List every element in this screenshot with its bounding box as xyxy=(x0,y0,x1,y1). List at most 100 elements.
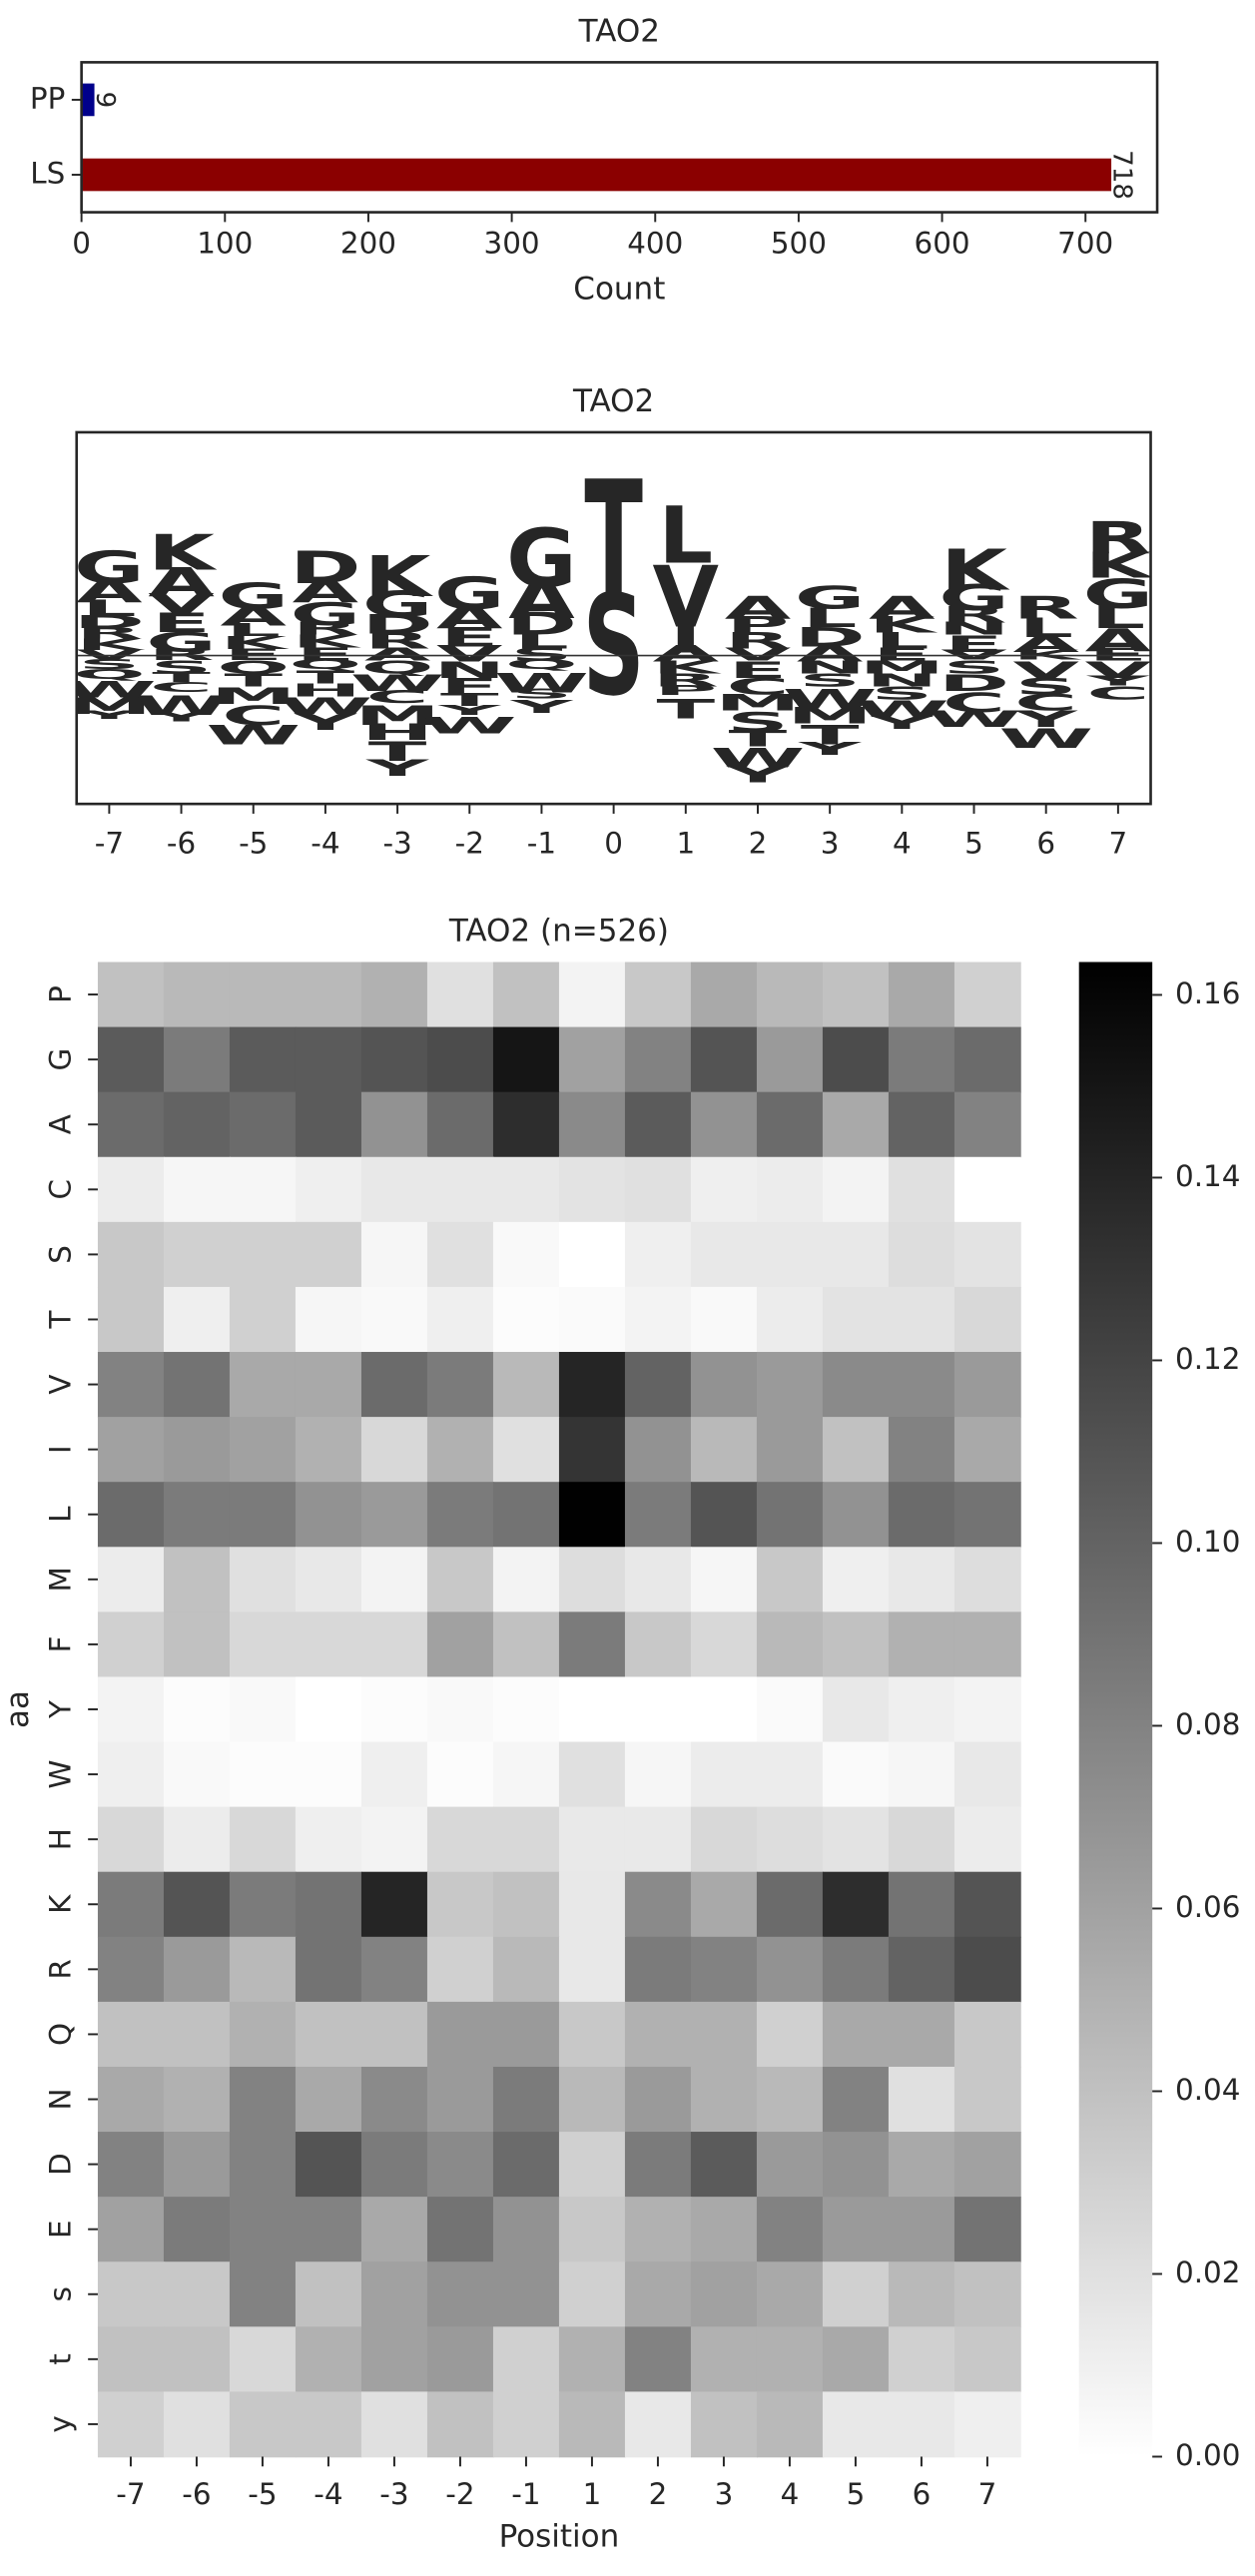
logo-letter: R xyxy=(1085,512,1151,564)
x-axis-label: Count xyxy=(573,271,665,307)
heatmap-cell xyxy=(756,1091,824,1158)
x-tick-label: 2 xyxy=(749,826,768,860)
heatmap-cell xyxy=(756,1026,824,1093)
heatmap-cell xyxy=(229,962,297,1028)
heatmap-cell xyxy=(756,2066,824,2133)
colorbar-tick-label: 0.16 xyxy=(1175,976,1240,1010)
heatmap-cell xyxy=(888,1741,955,1808)
heatmap-cell xyxy=(229,1676,297,1743)
x-tick-label: 600 xyxy=(915,227,970,261)
heatmap-cell xyxy=(360,962,428,1028)
heatmap-cell xyxy=(624,1871,692,1938)
heatmap-cell xyxy=(690,962,758,1028)
heatmap-cell xyxy=(97,1026,165,1093)
logo-letter: Y xyxy=(509,696,574,717)
heatmap-cell xyxy=(558,1936,626,2003)
heatmap-cell xyxy=(360,2197,428,2263)
y-tick-label: M xyxy=(44,1567,78,1592)
heatmap-cell xyxy=(953,2132,1021,2198)
x-tick-label: -7 xyxy=(95,826,124,860)
x-tick-label: -7 xyxy=(116,2477,145,2511)
logo-letter: K xyxy=(869,612,939,638)
heatmap-cell xyxy=(624,1417,692,1484)
heatmap-cell xyxy=(492,962,560,1028)
heatmap-cell xyxy=(97,1936,165,2003)
logo-letter: A xyxy=(869,590,935,626)
heatmap-cell xyxy=(163,2132,231,2198)
heatmap-cell xyxy=(229,1026,297,1093)
heatmap-cell xyxy=(163,1741,231,1808)
x-tick-label: 700 xyxy=(1057,227,1113,261)
chart-title: TAO2 xyxy=(578,13,660,49)
heatmap-cell xyxy=(690,1352,758,1418)
heatmap-cell xyxy=(229,1741,297,1808)
heatmap-cell xyxy=(492,1741,560,1808)
heatmap-cell xyxy=(756,1611,824,1678)
logo-letter: G xyxy=(506,512,577,606)
y-tick-label: LS xyxy=(30,157,65,191)
heatmap-cell xyxy=(426,1091,494,1158)
logo-letter: W xyxy=(998,723,1093,754)
logo-letter: P xyxy=(726,612,789,638)
heatmap-cell xyxy=(888,1352,955,1418)
heatmap-cell xyxy=(624,1676,692,1743)
heatmap-cell xyxy=(163,1611,231,1678)
heatmap-cell xyxy=(295,1091,362,1158)
logo-letter: Y xyxy=(1085,673,1151,689)
heatmap-cell xyxy=(163,1547,231,1613)
logo-letter: W xyxy=(134,691,229,722)
heatmap-cell xyxy=(624,2066,692,2133)
heatmap-cell xyxy=(888,2326,955,2393)
heatmap-cell xyxy=(953,1547,1021,1613)
logo-letter: E xyxy=(224,645,283,663)
logo-letter: S xyxy=(583,566,645,727)
x-tick-label: 0 xyxy=(72,227,91,261)
logo-letter: C xyxy=(1086,683,1149,704)
heatmap-cell xyxy=(822,2001,890,2068)
heatmap-cell xyxy=(558,1286,626,1353)
heatmap-cell xyxy=(558,1026,626,1093)
colorbar-tick-label: 0.14 xyxy=(1175,1159,1240,1193)
heatmap-cell xyxy=(624,2326,692,2393)
logo-letter: V xyxy=(76,647,143,663)
heatmap-cell xyxy=(492,1026,560,1093)
x-tick-label: -1 xyxy=(527,826,556,860)
heatmap-cell xyxy=(97,1091,165,1158)
heatmap-cell xyxy=(360,1806,428,1873)
heatmap-cell xyxy=(690,1417,758,1484)
heatmap-cell xyxy=(624,962,692,1028)
heatmap-cell xyxy=(558,2132,626,2198)
logo-letter: H xyxy=(290,680,361,701)
logo-letter: C xyxy=(942,688,1005,719)
heatmap-cell xyxy=(888,1286,955,1353)
heatmap-cell xyxy=(624,1741,692,1808)
logo-letter: Q xyxy=(217,657,290,678)
x-tick-label: -4 xyxy=(311,826,339,860)
heatmap-cell xyxy=(163,2001,231,2068)
heatmap-cell xyxy=(97,1417,165,1484)
logo-letter: R xyxy=(1013,590,1079,626)
logo-letter: A xyxy=(725,590,791,626)
logo-letter: G xyxy=(362,583,433,625)
heatmap-cell xyxy=(360,1221,428,1288)
logo-letter: C xyxy=(726,674,789,700)
heatmap-cell xyxy=(558,1417,626,1484)
heatmap-cell xyxy=(426,2391,494,2458)
heatmap-cell xyxy=(426,1547,494,1613)
heatmap-cell xyxy=(360,1936,428,2003)
x-tick-label: 1 xyxy=(583,2477,602,2511)
heatmap-cell xyxy=(492,1871,560,1938)
y-tick-label: L xyxy=(44,1506,78,1523)
logo-letter: G xyxy=(74,542,145,594)
heatmap-cell xyxy=(690,1091,758,1158)
logo-letter: A xyxy=(1012,631,1079,657)
heatmap-cell xyxy=(888,1156,955,1223)
heatmap-cell xyxy=(888,2391,955,2458)
heatmap-cell xyxy=(229,1547,297,1613)
heatmap-cell xyxy=(690,1806,758,1873)
heatmap-cell xyxy=(888,1482,955,1549)
colorbar-tick-label: 0.08 xyxy=(1175,1707,1240,1741)
logo-letter: D xyxy=(290,542,360,594)
colorbar xyxy=(1078,962,1153,2457)
x-tick-label: 100 xyxy=(197,227,253,261)
